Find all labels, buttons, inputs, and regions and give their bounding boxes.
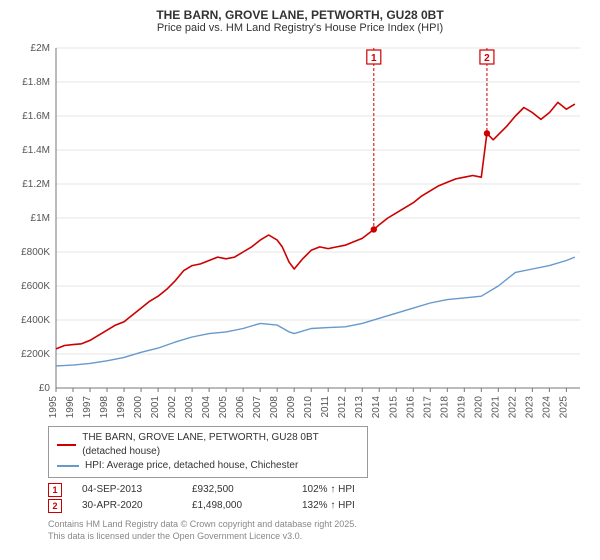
svg-text:2018: 2018 <box>439 396 450 419</box>
svg-text:2025: 2025 <box>558 396 569 419</box>
svg-text:2: 2 <box>484 53 490 64</box>
svg-text:2003: 2003 <box>184 396 195 419</box>
svg-text:2010: 2010 <box>303 396 314 419</box>
footer-line2: This data is licensed under the Open Gov… <box>48 530 588 542</box>
sales-list: 1 04-SEP-2013 £932,500 102% ↑ HPI 2 30-APR-20… <box>48 482 588 514</box>
svg-text:2011: 2011 <box>320 396 331 418</box>
svg-text:2005: 2005 <box>218 396 229 419</box>
chart-container: THE BARN, GROVE LANE, PETWORTH, GU28 0BT… <box>0 0 600 548</box>
svg-text:£1.4M: £1.4M <box>22 145 50 156</box>
title-block: THE BARN, GROVE LANE, PETWORTH, GU28 0BT… <box>12 8 588 34</box>
legend-swatch <box>57 444 76 446</box>
footer-credits: Contains HM Land Registry data © Crown c… <box>48 518 588 542</box>
chart-area: £0 £200K £400K £600K £800K £1M £1.2M £1.4M £1.6M… <box>12 40 588 420</box>
svg-text:2019: 2019 <box>456 396 467 419</box>
sale-row: 1 04-SEP-2013 £932,500 102% ↑ HPI <box>48 482 588 498</box>
svg-text:2020: 2020 <box>473 396 484 419</box>
svg-text:2017: 2017 <box>422 396 433 419</box>
sale-row: 2 30-APR-2020 £1,498,000 132% ↑ HPI <box>48 498 588 514</box>
legend-row: THE BARN, GROVE LANE, PETWORTH, GU28 0BT… <box>57 431 359 459</box>
svg-text:£1.8M: £1.8M <box>22 77 50 88</box>
svg-text:2004: 2004 <box>201 396 212 419</box>
chart-subtitle: Price paid vs. HM Land Registry's House … <box>12 22 588 34</box>
sale-hpi: 102% ↑ HPI <box>302 482 355 498</box>
svg-text:2021: 2021 <box>490 396 501 419</box>
chart-title: THE BARN, GROVE LANE, PETWORTH, GU28 0BT <box>12 8 588 22</box>
svg-text:2014: 2014 <box>371 396 382 419</box>
svg-text:2008: 2008 <box>269 396 280 419</box>
svg-text:2009: 2009 <box>286 396 297 419</box>
legend: THE BARN, GROVE LANE, PETWORTH, GU28 0BT… <box>48 426 368 478</box>
svg-text:£800K: £800K <box>21 247 50 258</box>
svg-text:£1M: £1M <box>31 213 50 224</box>
svg-text:£200K: £200K <box>21 349 50 360</box>
sale-date: 04-SEP-2013 <box>82 482 172 498</box>
svg-text:1996: 1996 <box>65 396 76 419</box>
svg-text:2002: 2002 <box>167 396 178 419</box>
legend-row: HPI: Average price, detached house, Chic… <box>57 459 359 473</box>
svg-text:2007: 2007 <box>252 396 263 419</box>
svg-text:2012: 2012 <box>337 396 348 419</box>
svg-text:£400K: £400K <box>21 315 50 326</box>
svg-text:1995: 1995 <box>48 396 59 419</box>
svg-text:1999: 1999 <box>116 396 127 419</box>
sale-date: 30-APR-2020 <box>82 498 172 514</box>
sale-badge: 2 <box>48 499 62 513</box>
svg-text:2013: 2013 <box>354 396 365 419</box>
svg-text:1998: 1998 <box>99 396 110 419</box>
svg-text:£0: £0 <box>39 383 51 394</box>
svg-text:£2M: £2M <box>31 43 50 54</box>
svg-text:1997: 1997 <box>82 396 93 419</box>
line-chart-svg: £0 £200K £400K £600K £800K £1M £1.2M £1.4M £1.6M… <box>12 40 588 420</box>
svg-text:2016: 2016 <box>405 396 416 419</box>
svg-text:£600K: £600K <box>21 281 50 292</box>
svg-text:2022: 2022 <box>507 396 518 419</box>
svg-text:2006: 2006 <box>235 396 246 419</box>
legend-swatch <box>57 465 79 467</box>
footer-line1: Contains HM Land Registry data © Crown c… <box>48 518 588 530</box>
sale-price: £932,500 <box>192 482 282 498</box>
svg-text:2024: 2024 <box>541 396 552 419</box>
svg-text:2001: 2001 <box>150 396 161 419</box>
svg-text:1: 1 <box>371 53 377 64</box>
sale-badge: 1 <box>48 483 62 497</box>
sale-hpi: 132% ↑ HPI <box>302 498 355 514</box>
legend-label: HPI: Average price, detached house, Chic… <box>85 459 298 473</box>
svg-text:£1.2M: £1.2M <box>22 179 50 190</box>
svg-text:2000: 2000 <box>133 396 144 419</box>
svg-text:2023: 2023 <box>524 396 535 419</box>
legend-label: THE BARN, GROVE LANE, PETWORTH, GU28 0BT… <box>82 431 359 459</box>
sale-price: £1,498,000 <box>192 498 282 514</box>
svg-text:£1.6M: £1.6M <box>22 111 50 122</box>
svg-text:2015: 2015 <box>388 396 399 419</box>
